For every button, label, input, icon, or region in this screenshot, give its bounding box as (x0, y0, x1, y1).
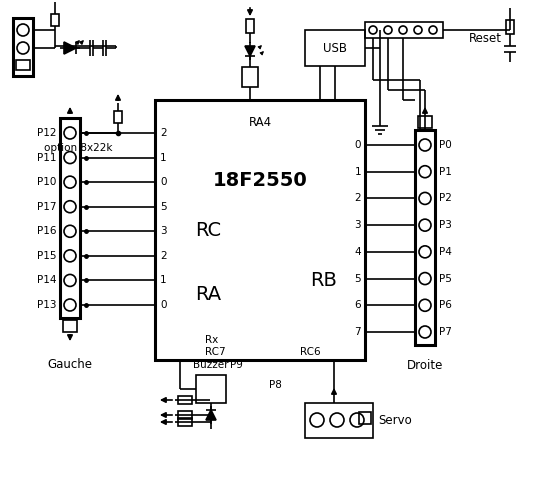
Polygon shape (245, 46, 255, 56)
Text: Rx: Rx (205, 335, 218, 345)
Bar (305, 403, 373, 438)
Text: 0: 0 (354, 140, 361, 150)
Text: RA: RA (195, 286, 221, 304)
Text: 6: 6 (354, 300, 361, 310)
Text: P8: P8 (269, 380, 281, 390)
Text: P6: P6 (439, 300, 452, 310)
Text: 1: 1 (354, 167, 361, 177)
Text: P11: P11 (36, 153, 56, 163)
Text: 2: 2 (160, 128, 166, 138)
Text: RC6: RC6 (300, 347, 321, 357)
Text: P16: P16 (36, 226, 56, 236)
Text: RC7: RC7 (205, 347, 226, 357)
Bar (16, 60, 30, 70)
Text: 3: 3 (160, 226, 166, 236)
Text: P17: P17 (36, 202, 56, 212)
Bar (365, 22, 443, 38)
Text: Reset: Reset (469, 32, 502, 45)
Text: 7: 7 (354, 327, 361, 337)
Text: P12: P12 (36, 128, 56, 138)
Text: Buzzer: Buzzer (193, 360, 229, 370)
Text: 0: 0 (160, 300, 166, 310)
Text: P0: P0 (439, 140, 452, 150)
Text: Gauche: Gauche (48, 358, 92, 371)
Polygon shape (206, 410, 216, 420)
Text: P1: P1 (439, 167, 452, 177)
Bar (114, 111, 122, 123)
Bar (246, 19, 254, 33)
Text: USB: USB (323, 41, 347, 55)
Bar (305, 30, 365, 66)
Text: P3: P3 (439, 220, 452, 230)
Text: 0: 0 (160, 177, 166, 187)
Text: 4: 4 (354, 247, 361, 257)
Text: 2: 2 (160, 251, 166, 261)
Bar (13, 18, 33, 76)
Text: P5: P5 (439, 274, 452, 284)
Text: Servo: Servo (378, 414, 412, 427)
Text: P9: P9 (230, 360, 243, 370)
Text: P4: P4 (439, 247, 452, 257)
Bar (63, 320, 77, 332)
Text: 5: 5 (354, 274, 361, 284)
Text: P2: P2 (439, 193, 452, 204)
Bar (60, 118, 80, 318)
Text: option 8x22k: option 8x22k (44, 143, 113, 153)
Text: Droite: Droite (407, 359, 443, 372)
Bar (196, 375, 226, 403)
Text: RA4: RA4 (248, 116, 272, 129)
Bar (506, 20, 514, 34)
Bar (178, 418, 192, 426)
Text: 5: 5 (160, 202, 166, 212)
Text: P7: P7 (439, 327, 452, 337)
Text: RB: RB (310, 271, 337, 289)
Bar (178, 396, 192, 404)
Text: 1: 1 (160, 153, 166, 163)
Text: P14: P14 (36, 276, 56, 286)
Text: P13: P13 (36, 300, 56, 310)
Bar (178, 411, 192, 419)
Text: 2: 2 (354, 193, 361, 204)
Polygon shape (64, 42, 76, 54)
Bar (242, 67, 258, 87)
Bar (415, 130, 435, 345)
Text: P15: P15 (36, 251, 56, 261)
Bar (418, 116, 432, 128)
Bar (51, 14, 59, 26)
Text: 1: 1 (160, 276, 166, 286)
Text: 3: 3 (354, 220, 361, 230)
Bar (359, 412, 371, 424)
Text: 18F2550: 18F2550 (212, 170, 307, 190)
Text: P10: P10 (36, 177, 56, 187)
Bar (155, 100, 365, 360)
Text: RC: RC (195, 220, 221, 240)
